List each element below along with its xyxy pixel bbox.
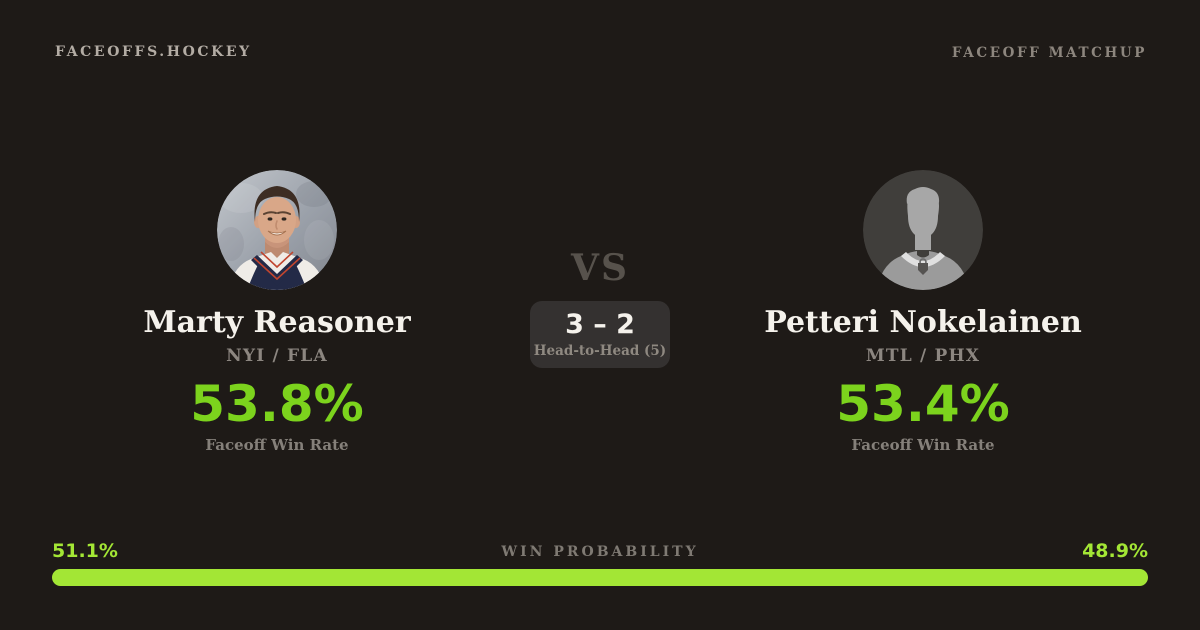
- vs-label: VS: [571, 247, 629, 289]
- head-to-head-label: Head-to-Head (5): [533, 343, 667, 360]
- head-to-head-box: 3 – 2 Head-to-Head (5): [530, 301, 670, 369]
- probability-bar-left-segment: [52, 569, 613, 586]
- player-name-right: Petteri Nokelainen: [764, 305, 1082, 340]
- win-probability-row: 51.1% WIN PROBABILITY 48.9%: [52, 542, 1148, 562]
- player-teams-left: NYI / FLA: [226, 346, 328, 366]
- player-name-left: Marty Reasoner: [143, 305, 411, 340]
- page-label: FACEOFF MATCHUP: [951, 45, 1147, 61]
- win-probability-bar: [52, 569, 1148, 586]
- faceoff-win-rate-right: 53.4%: [836, 375, 1010, 433]
- win-rate-label-left: Faceoff Win Rate: [205, 435, 349, 454]
- matchup-center: VS 3 – 2 Head-to-Head (5): [500, 247, 700, 369]
- player-card-left: Marty Reasoner NYI / FLA 53.8% Faceoff W…: [77, 170, 477, 454]
- win-probability-left-pct: 51.1%: [52, 540, 118, 562]
- player-photo-avatar: [217, 170, 337, 290]
- faceoff-win-rate-left: 53.8%: [190, 375, 364, 433]
- win-rate-label-right: Faceoff Win Rate: [851, 435, 995, 454]
- probability-bar-right-segment: [612, 569, 1148, 586]
- brand-logo-text: FACEOFFS.HOCKEY: [55, 44, 252, 60]
- player-card-right: Petteri Nokelainen MTL / PHX 53.4% Faceo…: [723, 170, 1123, 454]
- player-teams-right: MTL / PHX: [865, 346, 981, 366]
- win-probability-right-pct: 48.9%: [1082, 540, 1148, 562]
- head-to-head-score: 3 – 2: [565, 309, 635, 340]
- win-probability-label: WIN PROBABILITY: [501, 544, 699, 560]
- player-silhouette-avatar: [863, 170, 983, 290]
